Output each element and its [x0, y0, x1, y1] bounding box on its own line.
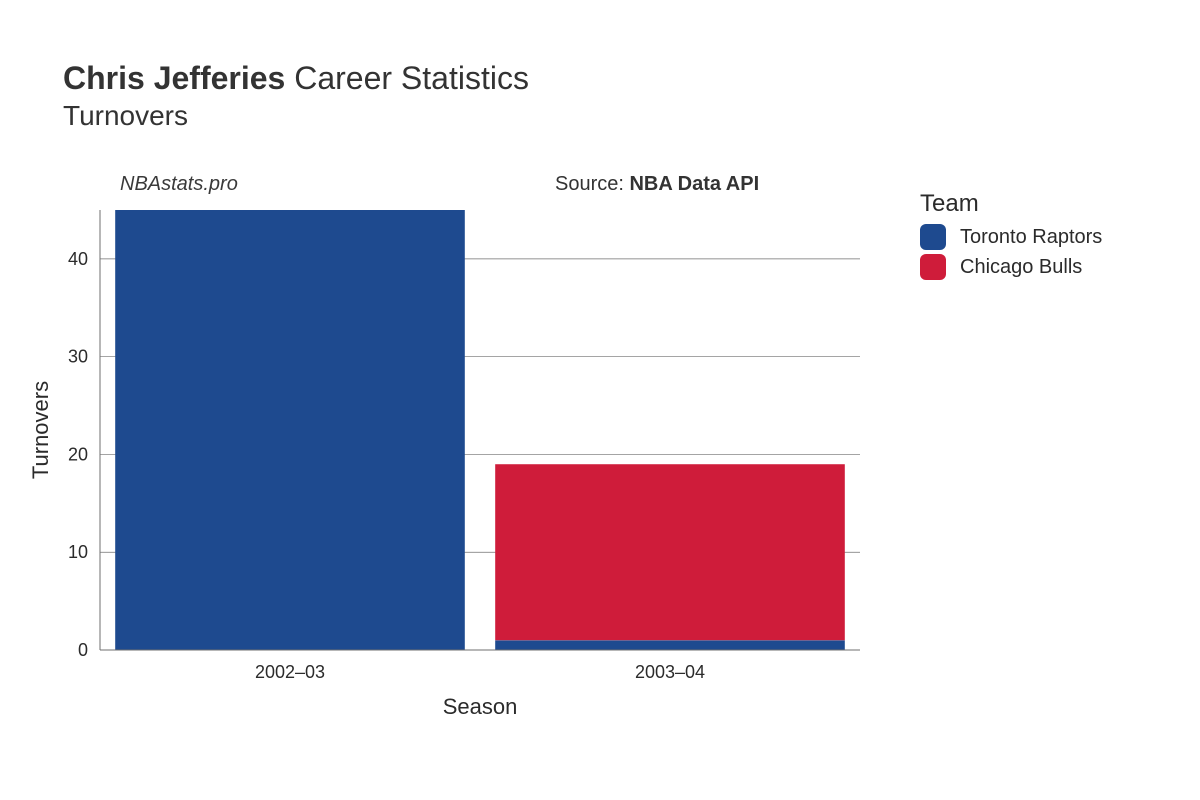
bar-segment [115, 210, 465, 650]
legend-item: Chicago Bulls [920, 254, 1102, 280]
svg-text:Turnovers: Turnovers [30, 381, 53, 479]
bar-segment [495, 640, 845, 650]
legend-label: Chicago Bulls [960, 256, 1082, 279]
source-note: Source: NBA Data API [555, 173, 759, 196]
svg-text:10: 10 [68, 542, 88, 562]
svg-text:Season: Season [443, 694, 518, 719]
legend-label: Toronto Raptors [960, 226, 1102, 249]
svg-text:30: 30 [68, 347, 88, 367]
source-label: Source: [555, 173, 629, 195]
legend-swatch [920, 254, 946, 280]
legend-title: Team [920, 190, 1102, 218]
player-name: Chris Jefferies [63, 60, 285, 96]
chart-plot-area: 0 10 20 30 40 2002–03 2003–04 Season Turnovers [30, 200, 870, 730]
svg-text:2003–04: 2003–04 [635, 662, 705, 682]
title-line-1: Chris Jefferies Career Statistics [63, 58, 529, 98]
svg-text:2002–03: 2002–03 [255, 662, 325, 682]
svg-text:40: 40 [68, 249, 88, 269]
legend: Team Toronto Raptors Chicago Bulls [920, 190, 1102, 284]
svg-text:20: 20 [68, 444, 88, 464]
site-watermark: NBAstats.pro [120, 173, 238, 196]
title-suffix: Career Statistics [294, 60, 529, 96]
svg-text:0: 0 [78, 640, 88, 660]
title-subtitle: Turnovers [63, 100, 529, 132]
source-name: NBA Data API [629, 173, 759, 195]
bar-segment [495, 464, 845, 640]
chart-title-block: Chris Jefferies Career Statistics Turnov… [63, 58, 529, 132]
legend-item: Toronto Raptors [920, 224, 1102, 250]
legend-swatch [920, 224, 946, 250]
